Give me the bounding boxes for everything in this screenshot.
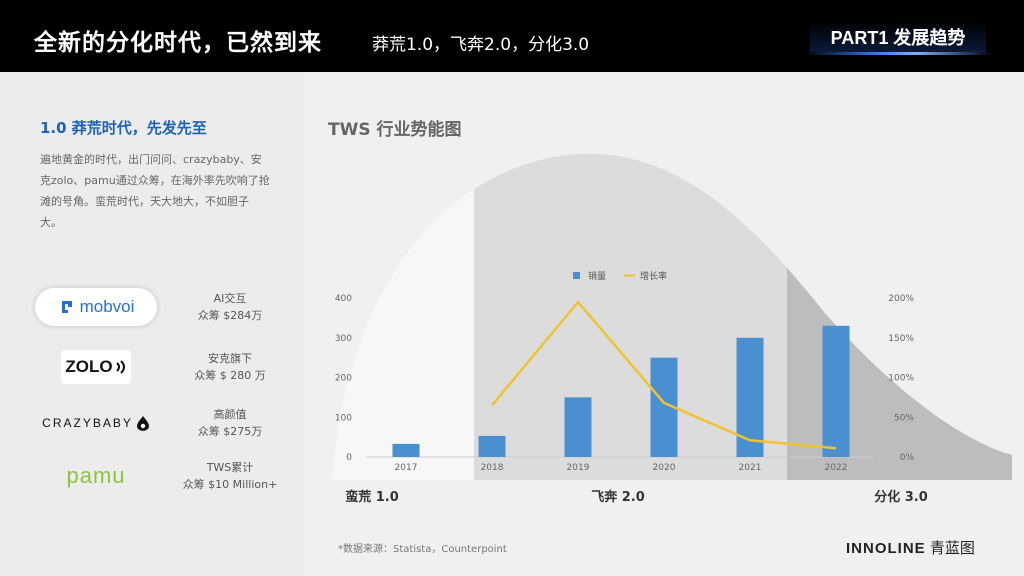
left-axis-tick-label: 400 — [335, 294, 352, 304]
legend: 销量 增长率 — [573, 270, 667, 282]
brand-caption-line2: 众筹 $275万 — [197, 425, 263, 438]
bar-series — [392, 325, 850, 457]
brand-caption-line1: AI交互 — [213, 292, 247, 305]
brand-caption: 高颜值 众筹 $275万 — [160, 406, 300, 440]
bar-2019 — [564, 397, 592, 457]
drop-icon — [136, 416, 149, 431]
brand-caption: TWS累计 众筹 $10 Million+ — [160, 459, 300, 493]
brand-caption-line2: 众筹 $284万 — [197, 309, 263, 322]
footer-brand-name: INNOLINE — [846, 540, 926, 557]
phase-label-era3: 分化 3.0 — [874, 489, 928, 505]
brand-caption-line1: TWS累计 — [206, 461, 254, 474]
bar-2017 — [392, 443, 420, 457]
page-subtitle: 莽荒1.0，飞奔2.0，分化3.0 — [372, 35, 590, 55]
x-tick-label: 2022 — [825, 463, 848, 473]
section-title: 1.0 莽荒时代，先发先至 — [40, 119, 207, 137]
chart-title: TWS 行业势能图 — [328, 120, 462, 140]
zolo-logo-badge: ZOLO — [61, 350, 131, 384]
part-badge-glow — [804, 52, 992, 55]
bell-curve-era1 — [332, 189, 474, 480]
x-axis-labels: 2017 2018 2019 2020 2021 2022 — [395, 463, 848, 473]
bar-2022 — [822, 325, 850, 457]
bell-curve-era2 — [474, 153, 787, 480]
brand-row-crazybaby: CRAZYBABY 高颜值 众筹 $275万 — [30, 402, 300, 452]
part-badge-bg — [810, 20, 986, 52]
x-tick-label: 2020 — [653, 463, 676, 473]
sound-wave-icon — [115, 360, 125, 374]
data-source-note: *数据来源：Statista，Counterpoint — [338, 544, 507, 555]
left-axis: 0 100 200 300 400 — [335, 294, 352, 463]
left-axis-tick-label: 0 — [346, 453, 352, 463]
x-tick-label: 2021 — [739, 463, 762, 473]
right-axis-tick-label: 0% — [900, 453, 915, 463]
mobvoi-mark-icon — [61, 301, 72, 313]
section-paragraph: 遍地黄金的时代，出门问问、crazybaby、安克zolo、pamu通过众筹，在… — [40, 153, 270, 229]
x-tick-label: 2019 — [567, 463, 590, 473]
pamu-logo-text: pamu — [66, 463, 126, 488]
left-axis-tick-label: 200 — [335, 374, 352, 384]
brand-caption-line2: 众筹 $10 Million+ — [182, 478, 278, 491]
brand-caption-line2: 众筹 $ 280 万 — [194, 369, 266, 382]
right-axis-tick-label: 50% — [894, 413, 914, 423]
growth-rate-line — [491, 300, 837, 450]
left-axis-tick-label: 300 — [335, 334, 352, 344]
x-tick-label: 2017 — [395, 463, 418, 473]
zolo-logo-text: ZOLO — [65, 357, 113, 376]
tws-chart: 0 100 200 300 400 0% 50% 100% 150% 200% 2017 2018… — [332, 153, 1012, 505]
right-axis-tick-label: 200% — [888, 294, 914, 304]
brand-caption-line1: 安克旗下 — [208, 352, 252, 365]
brand-caption-line1: 高颜值 — [213, 408, 247, 421]
legend-bar-label: 销量 — [588, 270, 606, 282]
mobvoi-logo-text: mobvoi — [79, 297, 135, 316]
brand-row-zolo: ZOLO 安克旗下 众筹 $ 280 万 — [30, 346, 300, 396]
zolo-logo: ZOLO — [34, 346, 158, 388]
x-tick-label: 2018 — [481, 463, 504, 473]
right-axis-tick-label: 150% — [888, 334, 914, 344]
mobvoi-logo: mobvoi — [34, 286, 158, 328]
left-axis-tick-label: 100 — [335, 413, 352, 423]
brand-caption: 安克旗下 众筹 $ 280 万 — [160, 350, 300, 384]
legend-line-label: 增长率 — [640, 270, 667, 282]
brand-row-mobvoi: mobvoi AI交互 众筹 $284万 — [30, 286, 300, 336]
part-badge: PART1 发展趋势 — [800, 18, 996, 58]
part-badge-label: PART1 发展趋势 — [830, 28, 966, 48]
footer-brand-cn: 青蓝图 — [929, 540, 975, 557]
right-axis-tick-label: 100% — [888, 374, 914, 384]
brand-caption: AI交互 众筹 $284万 — [160, 290, 300, 324]
crazybaby-logo: CRAZYBABY — [34, 402, 158, 444]
legend-bar-swatch — [573, 272, 580, 279]
page-title: 全新的分化时代，已然到来 — [34, 30, 322, 56]
mobvoi-logo-badge: mobvoi — [35, 288, 157, 326]
bar-2018 — [478, 435, 506, 457]
crazybaby-logo-text: CRAZYBABY — [42, 416, 133, 430]
footer-brand: INNOLINE 青蓝图 — [846, 537, 975, 558]
header-bar: 全新的分化时代，已然到来 莽荒1.0，飞奔2.0，分化3.0 PART1 发展趋… — [0, 0, 1024, 72]
right-axis: 0% 50% 100% 150% 200% — [888, 294, 914, 463]
phase-label-era1: 蛮荒 1.0 — [345, 489, 399, 505]
pamu-logo: pamu — [34, 455, 158, 497]
brand-row-pamu: pamu TWS累计 众筹 $10 Million+ — [30, 455, 300, 505]
phase-label-era2: 飞奔 2.0 — [591, 489, 645, 505]
